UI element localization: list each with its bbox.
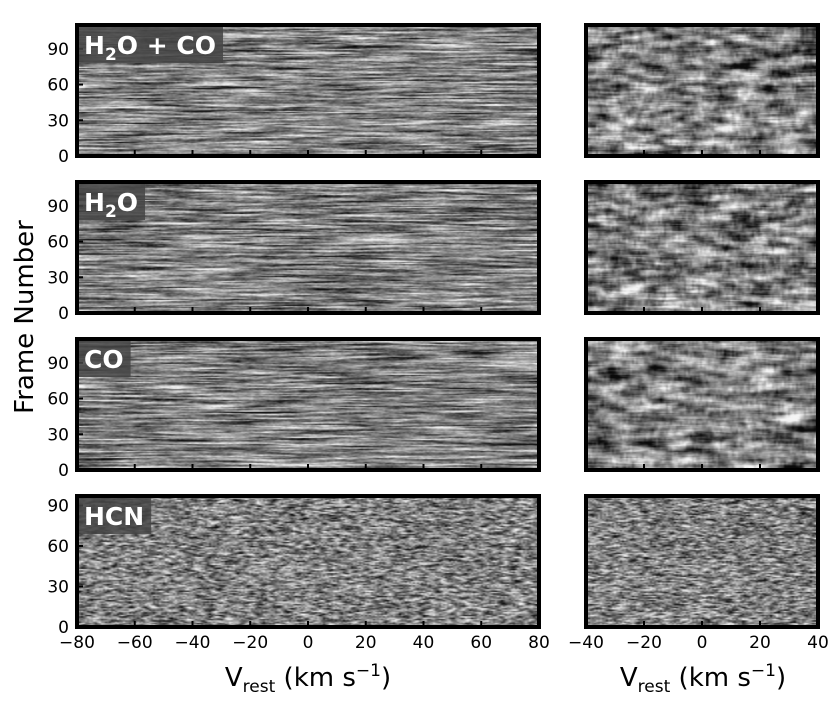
x-tick-label-4-8: 60: [470, 633, 492, 653]
x-tick-label-4-1: −80: [59, 633, 95, 653]
heatmap-image-3: [77, 339, 539, 470]
y-tick-label-3-2: 30: [47, 425, 69, 445]
panels: 0 30 60 90 H2O + CO 0 30 60 90 H2O 0 30 60 90 CO −80 −60…: [47, 23, 829, 653]
x-tick-label-8-3: 0: [697, 633, 708, 653]
panel-5: [584, 23, 820, 158]
panel-label-2: H2O: [84, 188, 138, 222]
panel-label-4: HCN: [84, 502, 144, 531]
panel-label-3: CO: [84, 345, 124, 374]
y-tick-label-4-1: 0: [58, 618, 69, 638]
x-tick-label-4-3: −40: [175, 633, 211, 653]
panel-label-box-3: [79, 341, 131, 377]
y-tick-label-4-3: 60: [47, 537, 69, 557]
y-tick-label-4-4: 90: [47, 496, 69, 516]
y-tick-label-2-4: 90: [47, 197, 69, 217]
heatmap-image-8: [586, 496, 818, 627]
panel-1: 0 30 60 90 H2O + CO: [47, 23, 541, 167]
heatmap-image-6: [586, 182, 818, 313]
x-axis-title-right: Vrest (km s−1): [620, 661, 786, 697]
y-tick-label-3-4: 90: [47, 354, 69, 374]
y-tick-label-1-4: 90: [47, 40, 69, 60]
heatmap-image-5: [586, 25, 818, 156]
x-tick-label-8-2: −20: [626, 633, 662, 653]
y-axis-title: Frame Number: [10, 220, 40, 414]
heatmap-image-7: [586, 339, 818, 470]
panel-6: [584, 180, 820, 315]
y-tick-label-1-3: 60: [47, 76, 69, 96]
heatmap-image-2: [77, 182, 539, 313]
panel-label-box-4: [79, 498, 152, 534]
panel-label-box-1: [79, 27, 223, 63]
x-tick-label-4-2: −60: [117, 633, 153, 653]
x-axis-title-left: Vrest (km s−1): [225, 661, 391, 697]
x-tick-label-4-4: −20: [232, 633, 268, 653]
panel-label-1: H2O + CO: [84, 31, 216, 65]
x-tick-label-4-9: 80: [528, 633, 550, 653]
y-tick-label-3-3: 60: [47, 390, 69, 410]
x-tick-label-8-5: 40: [807, 633, 829, 653]
x-tick-label-8-1: −40: [568, 633, 604, 653]
x-tick-label-8-4: 20: [749, 633, 771, 653]
panel-label-box-2: [79, 184, 146, 220]
panel-8: −40 −20 0 20 40: [568, 494, 829, 653]
y-tick-label-3-1: 0: [58, 461, 69, 481]
panel-7: [584, 337, 820, 472]
y-tick-label-2-2: 30: [47, 268, 69, 288]
x-tick-label-4-6: 20: [355, 633, 377, 653]
y-tick-label-2-1: 0: [58, 304, 69, 324]
panel-3: 0 30 60 90 CO: [47, 337, 541, 481]
y-tick-label-2-3: 60: [47, 233, 69, 253]
heatmap-image-4: [77, 496, 539, 627]
panel-2: 0 30 60 90 H2O: [47, 180, 541, 324]
y-tick-label-1-2: 30: [47, 111, 69, 131]
x-tick-label-4-7: 40: [413, 633, 435, 653]
y-tick-label-4-2: 30: [47, 577, 69, 597]
panel-4: −80 −60 −40 −20 0 20 40 60 80 0 30 60 90 HCN: [47, 494, 550, 653]
x-tick-label-4-5: 0: [303, 633, 314, 653]
y-tick-label-1-1: 0: [58, 147, 69, 167]
